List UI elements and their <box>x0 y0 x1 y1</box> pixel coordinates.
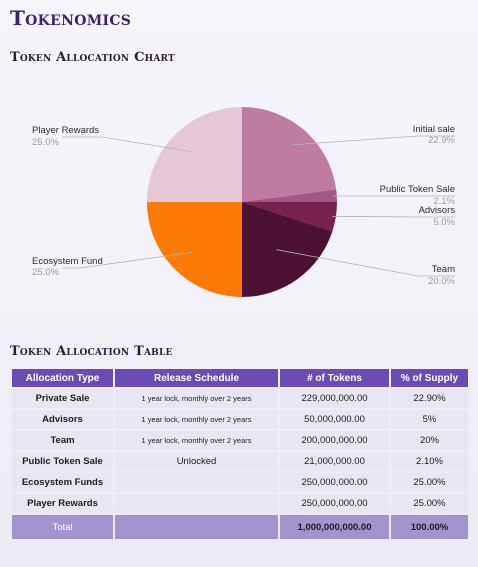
slice-value-advisors: 5.0% <box>433 217 455 228</box>
table-total-row: Total 1,000,000,000.00 100.00% <box>12 515 468 539</box>
table-row: Player Rewards 250,000,000.00 25.00% <box>12 494 468 513</box>
pie-slice-team <box>242 202 333 297</box>
cell-tokens: 50,000,000.00 <box>280 410 389 429</box>
slice-label-ecosystem-fund: Ecosystem Fund <box>32 256 103 267</box>
slice-value-public-token-sale: 2.1% <box>433 196 455 207</box>
header-tokens: # of Tokens <box>280 369 389 387</box>
leader-line-ecosystem-fund <box>79 252 192 269</box>
table-row: Advisors 1 year lock, monthly over 2 yea… <box>12 410 468 429</box>
cell-allocation-type: Public Token Sale <box>12 452 113 471</box>
cell-supply: 25.00% <box>391 473 468 492</box>
pie-slice-public-token-sale <box>242 189 337 202</box>
table-header-row: Allocation Type Release Schedule # of To… <box>12 369 468 387</box>
cell-tokens: 21,000,000.00 <box>280 452 389 471</box>
cell-allocation-type: Private Sale <box>12 389 113 408</box>
leader-line-player-rewards <box>101 136 192 152</box>
cell-total-schedule <box>115 515 278 539</box>
cell-total-tokens: 1,000,000,000.00 <box>280 515 389 539</box>
cell-tokens: 200,000,000.00 <box>280 431 389 450</box>
slice-value-initial-sale: 22.9% <box>428 135 455 146</box>
slice-label-advisors: Advisors <box>419 205 456 216</box>
cell-release-schedule: 1 year lock, monthly over 2 years <box>115 389 278 408</box>
table-heading: Token Allocation Table <box>10 344 173 359</box>
pie-slice-advisors <box>242 202 337 232</box>
cell-tokens: 250,000,000.00 <box>280 473 389 492</box>
cell-total-supply: 100.00% <box>391 515 468 539</box>
cell-release-schedule: Unlocked <box>115 452 278 471</box>
cell-tokens: 250,000,000.00 <box>280 494 389 513</box>
pie-slice-initial-sale <box>242 107 337 202</box>
header-allocation-type: Allocation Type <box>12 369 113 387</box>
cell-supply: 5% <box>391 410 468 429</box>
leader-line-team <box>276 249 419 277</box>
cell-allocation-type: Player Rewards <box>12 494 113 513</box>
table-row: Private Sale 1 year lock, monthly over 2… <box>12 389 468 408</box>
slice-label-team: Team <box>432 264 455 275</box>
cell-release-schedule: 1 year lock, monthly over 2 years <box>115 410 278 429</box>
pie-slice-player-rewards <box>147 107 242 202</box>
leader-line-initial-sale <box>292 135 419 146</box>
cell-supply: 20% <box>391 431 468 450</box>
page-title: Tokenomics <box>10 6 132 30</box>
slice-label-player-rewards: Player Rewards <box>32 125 99 136</box>
cell-allocation-type: Advisors <box>12 410 113 429</box>
slice-label-public-token-sale: Public Token Sale <box>380 184 455 195</box>
header-release-schedule: Release Schedule <box>115 369 278 387</box>
cell-release-schedule <box>115 473 278 492</box>
cell-allocation-type: Team <box>12 431 113 450</box>
table-row: Public Token Sale Unlocked 21,000,000.00… <box>12 452 468 471</box>
cell-tokens: 229,000,000.00 <box>280 389 389 408</box>
allocation-table: Allocation Type Release Schedule # of To… <box>10 367 470 541</box>
pie-slice-ecosystem-fund <box>147 202 242 297</box>
cell-supply: 2.10% <box>391 452 468 471</box>
slice-value-ecosystem-fund: 25.0% <box>32 267 59 278</box>
leader-line-advisors <box>332 215 419 218</box>
slice-value-team: 20.0% <box>428 276 455 287</box>
chart-heading: Token Allocation Chart <box>10 50 175 65</box>
table-row: Ecosystem Funds 250,000,000.00 25.00% <box>12 473 468 492</box>
cell-release-schedule: 1 year lock, monthly over 2 years <box>115 431 278 450</box>
table-row: Team 1 year lock, monthly over 2 years 2… <box>12 431 468 450</box>
cell-total-label: Total <box>12 515 113 539</box>
cell-release-schedule <box>115 494 278 513</box>
cell-supply: 22.90% <box>391 389 468 408</box>
slice-value-player-rewards: 25.0% <box>32 137 59 148</box>
header-supply: % of Supply <box>391 369 468 387</box>
slice-label-initial-sale: Initial sale <box>413 124 455 135</box>
cell-allocation-type: Ecosystem Funds <box>12 473 113 492</box>
cell-supply: 25.00% <box>391 494 468 513</box>
